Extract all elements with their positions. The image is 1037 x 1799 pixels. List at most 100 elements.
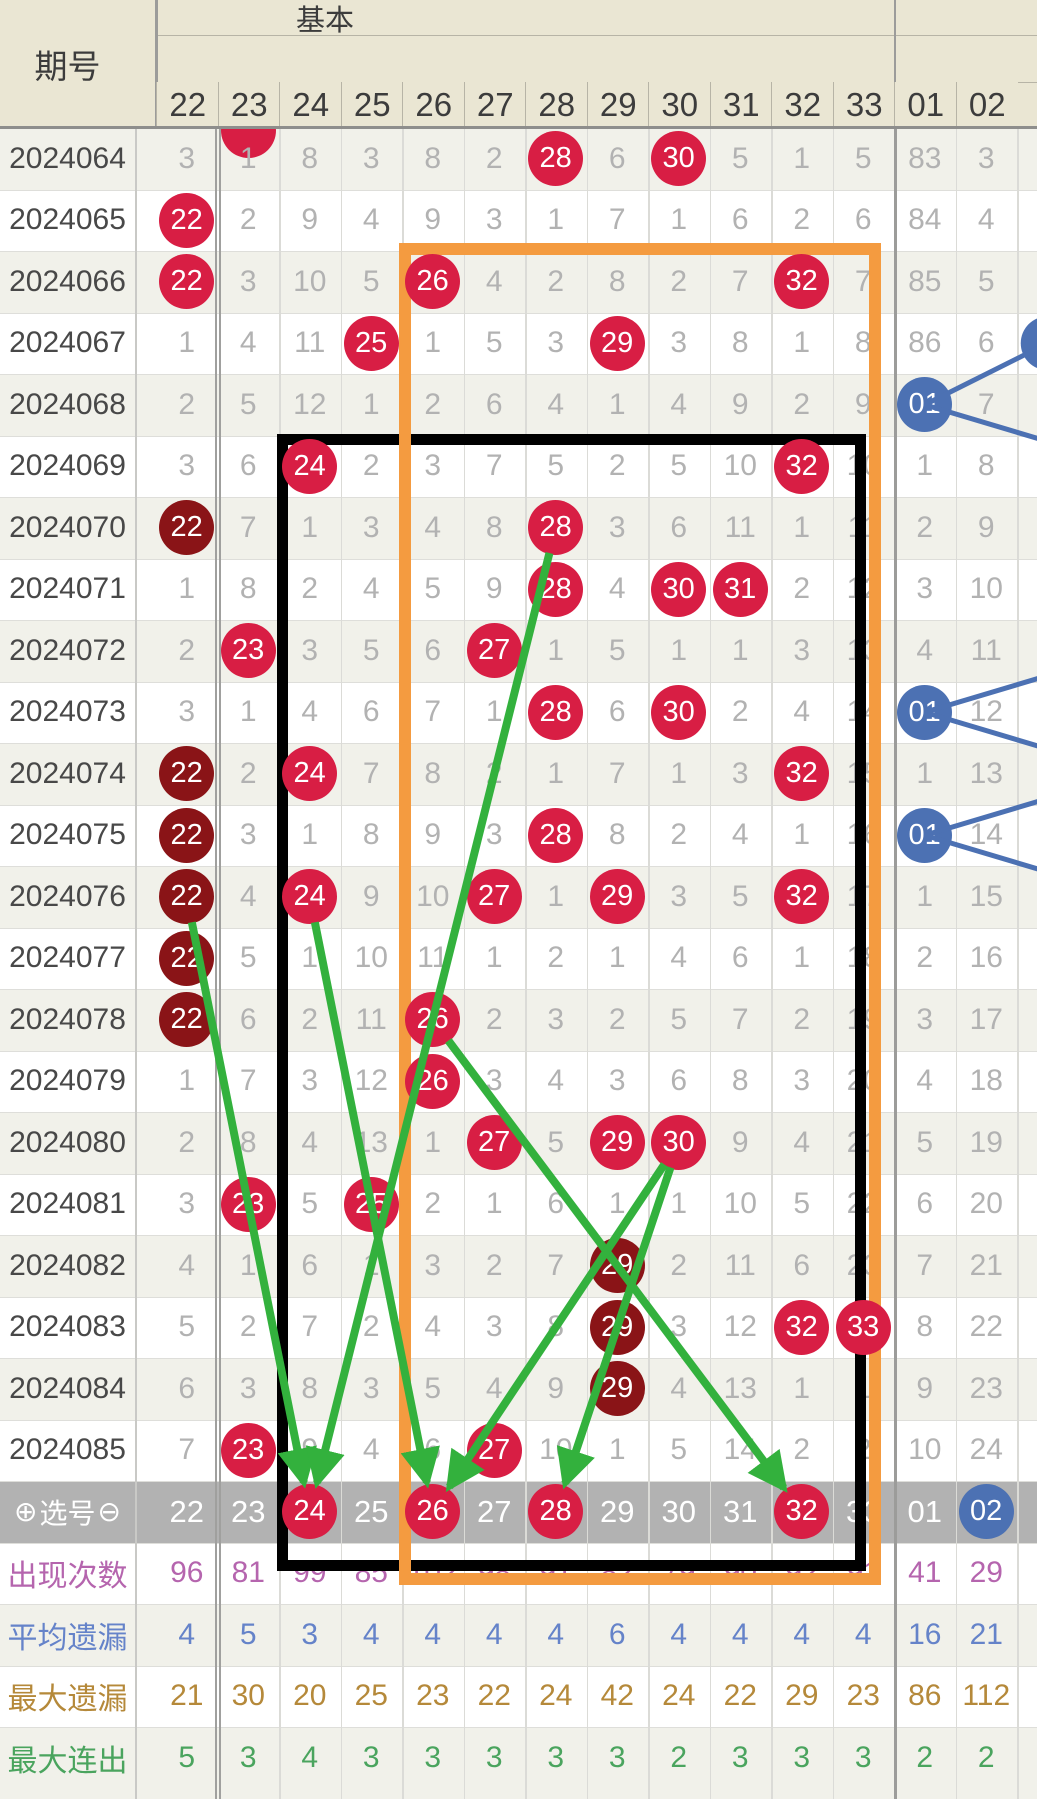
selected-number-circle[interactable]: 26: [405, 1484, 461, 1540]
stats-value: 3: [424, 1740, 442, 1774]
grid-cell: 1: [547, 879, 565, 913]
drawn-number-circle: 26: [405, 1053, 461, 1109]
grid-cell: 1: [608, 1433, 626, 1467]
grid-cell: 7: [608, 756, 626, 790]
grid-cell: 11: [724, 1248, 756, 1282]
stats-value: 2: [670, 1740, 688, 1774]
selected-number-circle[interactable]: 28: [528, 1484, 584, 1540]
grid-cell: 2: [793, 1433, 811, 1467]
stats-value: 99: [293, 1556, 327, 1590]
stats-value: 92: [785, 1556, 819, 1590]
stats-value: 24: [539, 1679, 573, 1713]
grid-cell: 4: [670, 941, 688, 975]
repeat-number-circle: 29: [589, 1299, 645, 1355]
selection-cell[interactable]: 33: [846, 1493, 881, 1529]
stats-value: 23: [846, 1679, 880, 1713]
grid-cell: 5: [977, 264, 995, 298]
grid-line: [402, 128, 404, 1799]
grid-cell: 6: [977, 326, 995, 360]
stats-value: 24: [662, 1679, 696, 1713]
row-separator: [0, 1665, 1037, 1667]
stats-value: 91: [539, 1556, 573, 1590]
drawn-number-circle: 25: [343, 315, 399, 371]
grid-cell: 2: [362, 449, 380, 483]
grid-cell: 2: [178, 1125, 196, 1159]
grid-cell: 7: [977, 387, 995, 421]
row-separator: [0, 1173, 1037, 1175]
selected-number-circle[interactable]: 32: [774, 1484, 830, 1540]
grid-cell: 1: [608, 941, 626, 975]
grid-cell: 4: [793, 1125, 811, 1159]
grid-cell: 5: [793, 1187, 811, 1221]
drawn-number-circle: 32: [774, 1299, 830, 1355]
blue-ball-circle: 01: [897, 807, 953, 863]
grid-cell: 1: [301, 818, 319, 852]
grid-cell: 2: [670, 264, 688, 298]
grid-cell: 4: [670, 1371, 688, 1405]
grid-cell: 16: [846, 818, 880, 852]
grid-cell: 7: [301, 1310, 319, 1344]
drawn-number-circle: 29: [589, 1115, 645, 1171]
grid-cell: 4: [362, 572, 380, 606]
selection-cell[interactable]: 25: [354, 1493, 389, 1529]
grid-cell: 11: [417, 941, 449, 975]
grid-cell: 1: [301, 510, 319, 544]
repeat-number-circle: 29: [589, 1238, 645, 1294]
stats-value: 4: [424, 1617, 442, 1651]
grid-cell: 22: [969, 1310, 1003, 1344]
selection-cell[interactable]: 31: [723, 1493, 758, 1529]
selected-number-circle[interactable]: 02: [958, 1484, 1014, 1540]
grid-cell: 5: [485, 326, 503, 360]
stats-value: 23: [416, 1679, 450, 1713]
grid-cell: 4: [977, 203, 995, 237]
stats-value: 20: [293, 1679, 327, 1713]
stats-row-label: 最大遗漏: [7, 1683, 128, 1717]
select-minus-button[interactable]: ⊖: [97, 1496, 121, 1528]
selection-cell[interactable]: 30: [661, 1493, 696, 1529]
grid-cell: 3: [178, 1187, 196, 1221]
selection-cell[interactable]: 01: [907, 1493, 942, 1529]
grid-line: [709, 128, 711, 1799]
grid-cell: 9: [362, 879, 380, 913]
grid-cell: 15: [969, 879, 1003, 913]
grid-cell: 3: [793, 633, 811, 667]
frozen-pane-line: [135, 128, 137, 1799]
grid-cell: 4: [239, 879, 257, 913]
grid-line: [955, 128, 957, 1799]
selection-cell[interactable]: 29: [600, 1493, 635, 1529]
table-row: [0, 128, 1037, 190]
grid-cell: 11: [724, 510, 756, 544]
selected-number-circle[interactable]: 24: [282, 1484, 338, 1540]
grid-cell: 1: [178, 1064, 196, 1098]
period-column-header: 期号: [34, 48, 101, 85]
period-label: 2024072: [9, 633, 126, 667]
select-plus-button[interactable]: ⊕: [14, 1496, 38, 1528]
selection-cell[interactable]: 27: [477, 1493, 512, 1529]
selection-cell[interactable]: 23: [231, 1493, 266, 1529]
grid-cell: 1: [547, 756, 565, 790]
selection-cell[interactable]: 22: [169, 1493, 204, 1529]
grid-cell: 3: [608, 1064, 626, 1098]
grid-cell: 1: [793, 941, 811, 975]
stats-row: [0, 1604, 1037, 1666]
grid-cell: 5: [239, 941, 257, 975]
repeat-number-circle: 22: [159, 807, 215, 863]
grid-cell: 3: [178, 449, 196, 483]
grid-cell: 8: [977, 449, 995, 483]
grid-cell: 9: [977, 510, 995, 544]
period-label: 2024066: [9, 264, 126, 298]
stats-value: 3: [301, 1617, 319, 1651]
grid-cell: 5: [178, 1310, 196, 1344]
period-label: 2024075: [9, 818, 126, 852]
period-label: 2024082: [9, 1248, 126, 1282]
drawn-number-circle: 27: [466, 869, 522, 925]
grid-cell: 6: [547, 1187, 565, 1221]
grid-cell: 7: [854, 264, 872, 298]
stats-value: 3: [854, 1740, 872, 1774]
row-separator: [0, 989, 1037, 990]
grid-cell: 8: [239, 572, 257, 606]
grid-cell: 3: [547, 1002, 565, 1036]
repeat-number-circle: 22: [159, 746, 215, 802]
stats-value: 41: [908, 1556, 942, 1590]
grid-cell: 4: [547, 387, 565, 421]
